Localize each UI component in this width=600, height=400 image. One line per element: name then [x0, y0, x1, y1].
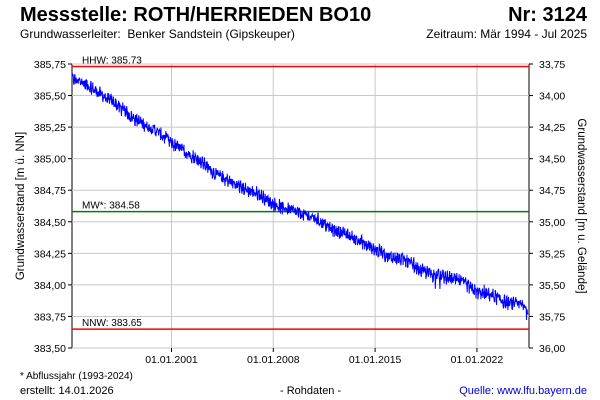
mw-label: MW*: 384.58	[82, 201, 140, 212]
y-tick-label-right: 34,75	[539, 185, 565, 197]
hhw-label: HHW: 385.73	[82, 56, 142, 67]
y-tick-label-left: 384,00	[34, 280, 66, 292]
aquifer-label: Grundwasserleiter:	[20, 27, 121, 41]
y-tick-label-left: 384,50	[34, 217, 66, 229]
rawdata-note: - Rohdaten -	[280, 385, 342, 397]
aquifer-line: Grundwasserleiter: Benker Sandstein (Gip…	[20, 27, 295, 41]
y-tick-label-left: 383,50	[34, 343, 66, 355]
y-tick-label-right: 34,00	[539, 91, 565, 103]
axis-layer: 385,75 385,50 385,25 385,00 384,75 384,50 384,…	[34, 59, 566, 366]
y-tick-label-right: 34,50	[539, 154, 565, 166]
y-tick-label-left: 383,75	[34, 311, 66, 323]
y-tick-label-right: 35,50	[539, 280, 565, 292]
y-tick-label-right: 36,00	[539, 343, 565, 355]
y-tick-label-left: 384,75	[34, 185, 66, 197]
y-tick-label-right: 35,75	[539, 311, 565, 323]
groundwater-level-series	[71, 73, 529, 321]
nnw-label: NNW: 383.65	[82, 318, 142, 329]
y-tick-label-left: 384,25	[34, 248, 66, 260]
y-tick-label-left: 385,00	[34, 154, 66, 166]
period-label: Zeitraum: Mär 1994 - Jul 2025	[426, 27, 587, 41]
y-tick-label-right: 34,25	[539, 122, 565, 134]
station-title: Messstelle: ROTH/HERRIEDEN BO10	[20, 4, 372, 26]
series-layer	[71, 73, 529, 321]
x-tick-label: 01.01.2001	[145, 354, 198, 366]
y-tick-label-right: 35,25	[539, 248, 565, 260]
plot-area	[71, 63, 530, 349]
grid-layer	[72, 63, 529, 349]
y-tick-label-left: 385,25	[34, 122, 66, 134]
station-number: Nr: 3124	[508, 4, 587, 26]
y-tick-label-left: 385,50	[34, 91, 66, 103]
y-tick-label-left: 385,75	[34, 59, 66, 71]
x-tick-label: 01.01.2008	[247, 354, 300, 366]
footnote: * Abflussjahr (1993-2024)	[20, 371, 133, 382]
y-axis-label-right: Grundwasserstand [m u. Gelände]	[575, 118, 587, 293]
y-tick-label-right: 35,00	[539, 217, 565, 229]
x-tick-label: 01.01.2022	[451, 354, 504, 366]
aquifer-value: Benker Sandstein (Gipskeuper)	[127, 27, 295, 41]
source-link[interactable]: Quelle: www.lfu.bayern.de	[459, 385, 587, 397]
y-tick-label-right: 33,75	[539, 59, 565, 71]
y-axis-label-left: Grundwasserstand [m ü. NN]	[15, 132, 27, 280]
x-tick-label: 01.01.2015	[349, 354, 402, 366]
created-date: erstellt: 14.01.2026	[20, 385, 114, 397]
